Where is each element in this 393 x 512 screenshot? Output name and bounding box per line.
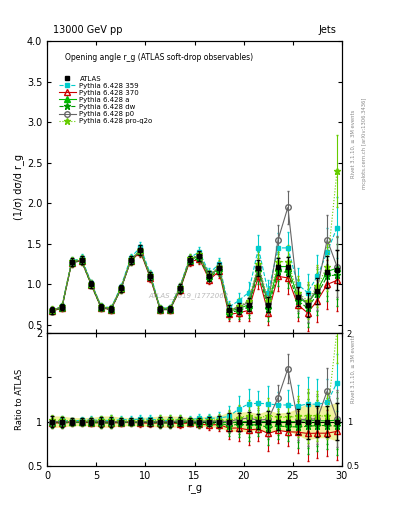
- Text: Jets: Jets: [318, 25, 336, 35]
- Y-axis label: (1/σ) dσ/d r_g: (1/σ) dσ/d r_g: [13, 154, 24, 220]
- Text: Rivet 3.1.10, ≥ 3M events: Rivet 3.1.10, ≥ 3M events: [351, 334, 356, 403]
- Text: 13000 GeV pp: 13000 GeV pp: [53, 25, 123, 35]
- Text: Opening angle r_g (ATLAS soft-drop observables): Opening angle r_g (ATLAS soft-drop obser…: [65, 53, 253, 61]
- Text: Rivet 3.1.10, ≥ 3M events: Rivet 3.1.10, ≥ 3M events: [351, 109, 356, 178]
- Text: ATLAS_2019_I1772062: ATLAS_2019_I1772062: [149, 292, 229, 298]
- X-axis label: r_g: r_g: [187, 483, 202, 494]
- Text: mcplots.cern.ch [arXiv:1306.3436]: mcplots.cern.ch [arXiv:1306.3436]: [362, 98, 367, 189]
- Y-axis label: Ratio to ATLAS: Ratio to ATLAS: [15, 369, 24, 430]
- Legend: ATLAS, Pythia 6.428 359, Pythia 6.428 370, Pythia 6.428 a, Pythia 6.428 dw, Pyth: ATLAS, Pythia 6.428 359, Pythia 6.428 37…: [57, 74, 155, 126]
